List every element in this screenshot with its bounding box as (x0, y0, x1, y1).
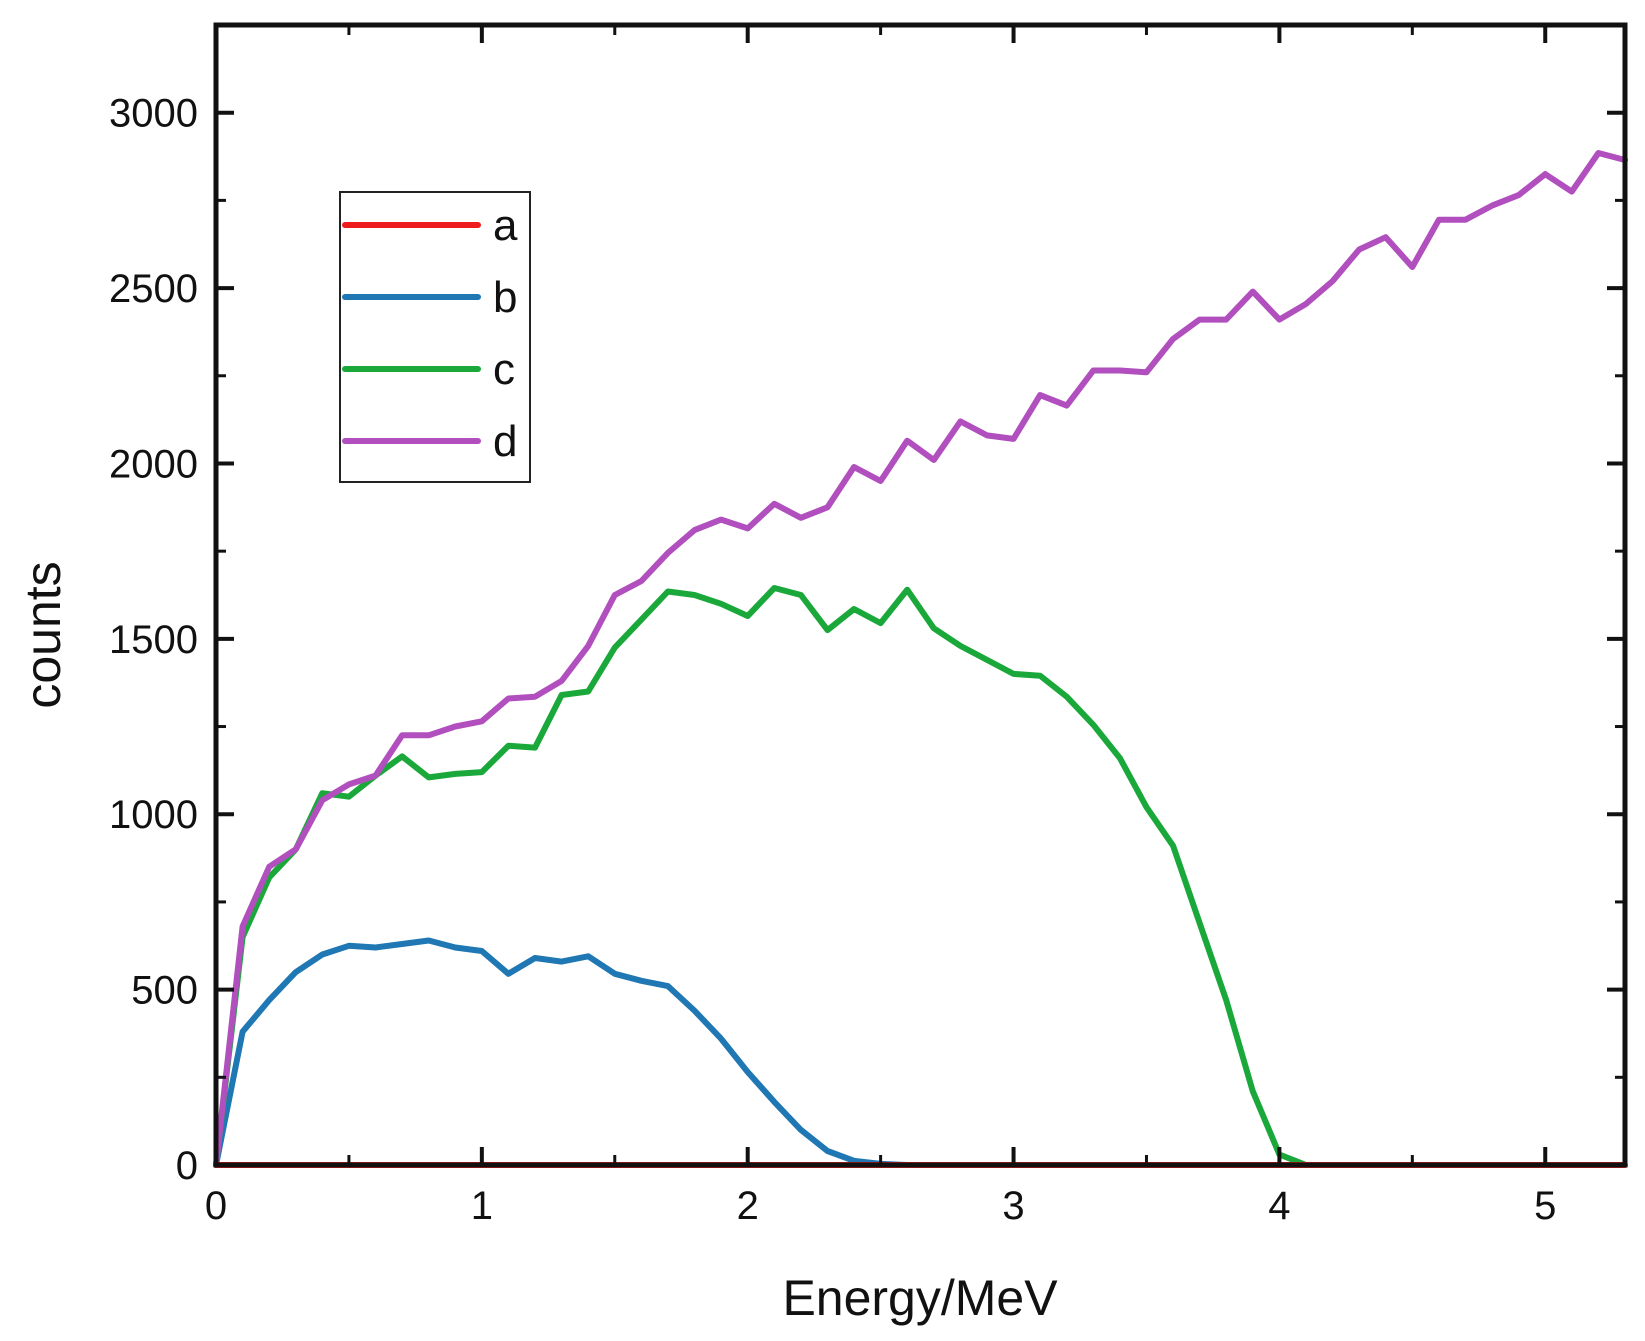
legend-label-c: c (493, 345, 515, 394)
x-tick-label: 4 (1268, 1184, 1290, 1228)
x-tick-label: 2 (737, 1184, 759, 1228)
series-line-c (213, 585, 1336, 1168)
legend-box (339, 191, 531, 483)
x-tick-label: 0 (205, 1184, 227, 1228)
x-axis-title: Energy/MeV (782, 1270, 1058, 1326)
y-axis-title: counts (15, 561, 71, 708)
series-line-d (213, 150, 1628, 1168)
legend-label-a: a (493, 201, 518, 250)
y-tick-label: 2500 (109, 267, 198, 311)
y-tick-label: 1000 (109, 793, 198, 837)
x-tick-label: 3 (1002, 1184, 1024, 1228)
y-tick-label: 500 (131, 969, 198, 1013)
x-tick-label: 5 (1534, 1184, 1556, 1228)
plot-frame (213, 22, 1628, 1168)
y-tick-label: 0 (176, 1144, 198, 1188)
y-tick-label: 2000 (109, 442, 198, 486)
x-tick-label: 1 (471, 1184, 493, 1228)
legend-label-b: b (493, 273, 517, 322)
y-tick-label: 1500 (109, 618, 198, 662)
ticks-layer: 0 1 2 3 4 5 0 500 1000 1500 2000 2500 3000 (109, 25, 1625, 1228)
series-line-b (213, 937, 990, 1168)
y-tick-label: 3000 (109, 92, 198, 136)
legend-label-d: d (493, 417, 517, 466)
